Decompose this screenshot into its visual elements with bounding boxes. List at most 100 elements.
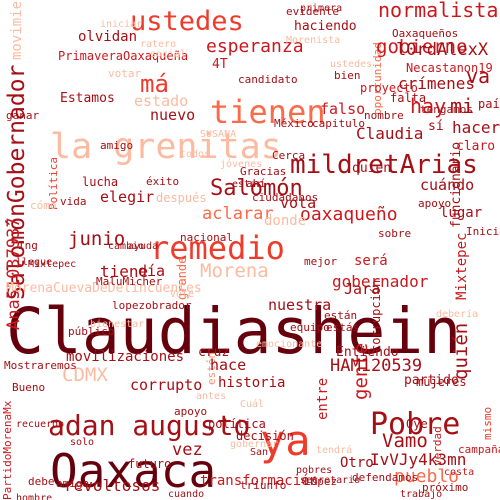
- word: Claudiashein: [6, 295, 462, 368]
- word: falta: [390, 91, 427, 105]
- word: MorenaCuevaDeDelincuentes: [6, 281, 202, 296]
- word: hace: [210, 356, 247, 374]
- word: tengamos: [420, 103, 473, 116]
- word: Gracias: [240, 165, 287, 178]
- word: antes: [196, 391, 227, 402]
- word: gobierno: [376, 36, 468, 58]
- word: quien: [352, 161, 392, 176]
- word: claro: [456, 139, 496, 154]
- word: Oaxaca: [50, 444, 217, 498]
- word: Estamos: [60, 91, 115, 106]
- word: l0rdAlexX: [396, 40, 489, 60]
- word: transformación: [200, 473, 319, 489]
- word: movimiento: [9, 0, 25, 60]
- word: llegue: [16, 257, 53, 268]
- word: cuando: [168, 489, 205, 500]
- word: lugar: [440, 205, 483, 221]
- word: PrimaveraOaxaqueña: [58, 49, 189, 63]
- word: evidente: [286, 5, 339, 18]
- word: Oye: [406, 417, 428, 431]
- word: recuerdo: [16, 419, 65, 430]
- word: bien: [334, 69, 361, 82]
- word: equipo: [290, 321, 330, 334]
- word: tiene: [100, 262, 149, 281]
- word: historia: [218, 375, 286, 391]
- word: corrupto: [130, 376, 203, 394]
- word: hombre: [16, 493, 53, 500]
- word: será: [354, 253, 388, 269]
- word: hacer: [452, 118, 500, 137]
- word: proyecto: [360, 81, 418, 95]
- word: Necastanon19: [406, 61, 493, 75]
- word: López: [304, 475, 338, 488]
- word: Vote: [170, 289, 195, 300]
- word: quién: [450, 322, 472, 380]
- word: Vamo: [382, 430, 428, 452]
- word: Salomón: [210, 176, 303, 201]
- word: social: [150, 49, 187, 60]
- word: Entiendo: [336, 345, 399, 360]
- word: ganar: [6, 109, 40, 122]
- word: ustedes: [330, 59, 373, 70]
- word: próximo: [422, 481, 469, 494]
- word: trabajo: [400, 489, 443, 500]
- word: sobre: [378, 227, 412, 240]
- word: lucha: [82, 175, 119, 189]
- word: oaxaqueño: [300, 204, 398, 225]
- word: HAM120539: [330, 356, 423, 376]
- word: nuevo: [150, 106, 196, 124]
- word: nuestra: [268, 296, 332, 314]
- word: donde: [264, 213, 307, 229]
- word: olvidan: [78, 29, 138, 45]
- word: Bueno: [12, 381, 46, 394]
- word: mildretArias: [290, 150, 478, 180]
- word: gobernar: [230, 439, 279, 450]
- word: triunfo: [240, 479, 287, 492]
- word: ahí: [246, 177, 266, 190]
- word: ratero: [140, 39, 177, 50]
- word: Pobre: [370, 407, 461, 442]
- word: emocionante: [256, 339, 323, 350]
- word: capitulo: [312, 117, 365, 130]
- word: pueblo: [394, 466, 460, 487]
- word: amiga: [56, 477, 90, 490]
- word: público: [68, 325, 115, 338]
- word: política: [208, 417, 266, 431]
- word: ustedes: [130, 6, 244, 37]
- word: Morenista: [286, 35, 341, 46]
- word: vota: [280, 194, 317, 212]
- word: remedio: [150, 229, 285, 267]
- word: Cerca: [272, 149, 306, 162]
- word: día: [138, 262, 166, 280]
- word: apoyo: [418, 197, 452, 210]
- word: cambio: [108, 241, 145, 252]
- word: futuro: [128, 457, 172, 471]
- word: solo: [70, 437, 95, 448]
- word: amigo: [100, 139, 134, 152]
- word: debe: [28, 475, 55, 488]
- word: costa: [444, 467, 475, 478]
- word: votar: [108, 67, 142, 80]
- word: nacional: [180, 231, 233, 244]
- word: pobres: [296, 465, 333, 476]
- word: MaluMicher: [96, 275, 163, 288]
- word: falso: [320, 100, 366, 118]
- word: mismo: [481, 406, 494, 440]
- word: jóvenes: [220, 159, 263, 170]
- word: Mixtepec: [28, 259, 77, 270]
- word: están: [324, 309, 358, 322]
- word: cruz: [198, 345, 230, 360]
- word: Ing: [18, 239, 38, 252]
- word: iniciar: [100, 19, 143, 30]
- word: Ana51037937: [4, 217, 24, 330]
- word: nombre: [364, 109, 404, 122]
- word: defendamos: [352, 471, 419, 484]
- word: decisión: [236, 429, 294, 443]
- word: gobernador: [332, 272, 429, 291]
- word: secretario: [300, 475, 361, 486]
- word: hay: [410, 94, 447, 118]
- word: éxito: [146, 175, 180, 188]
- word: crímenes: [398, 74, 476, 93]
- word: país: [478, 97, 500, 111]
